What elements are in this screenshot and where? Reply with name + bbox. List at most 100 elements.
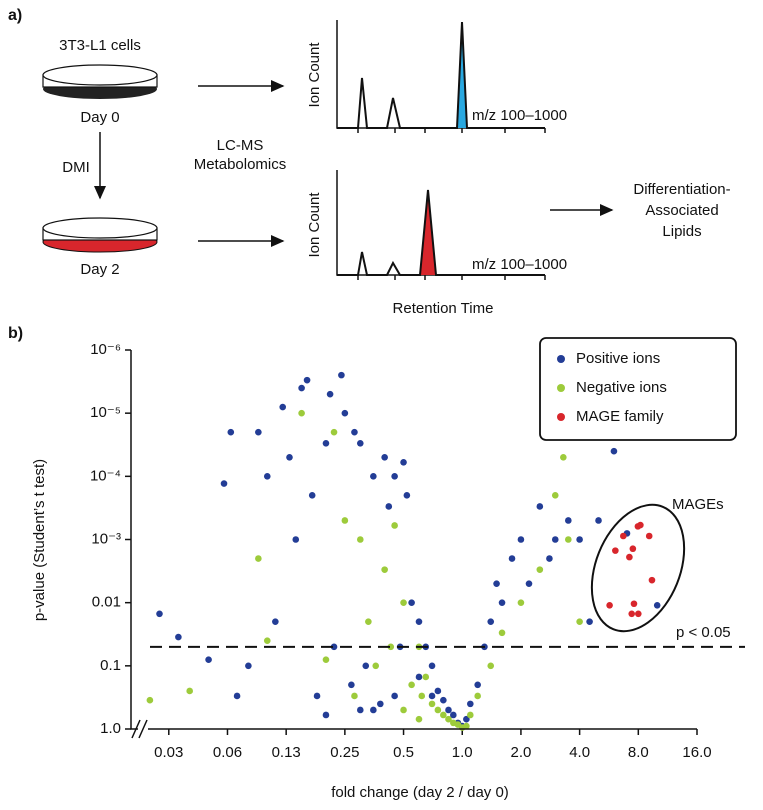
point (645, 532, 653, 540)
day2-label: Day 2 (80, 261, 119, 278)
point (576, 536, 583, 543)
point (498, 599, 506, 606)
point (434, 706, 442, 714)
point (391, 692, 398, 700)
point (428, 700, 436, 708)
point (263, 473, 271, 480)
legend: Positive ions Negative ions MAGE family (557, 350, 667, 425)
cells-label: 3T3-L1 cells (59, 37, 141, 54)
point (445, 715, 452, 723)
point (630, 600, 638, 608)
point (351, 692, 358, 700)
axis-label: Retention Time (393, 300, 494, 317)
point (387, 643, 395, 651)
point (245, 662, 252, 670)
y-tick-label: 10⁻⁴ (90, 467, 121, 484)
point (576, 618, 583, 625)
point (546, 555, 553, 562)
point (517, 599, 525, 606)
point (536, 503, 544, 510)
x-tick-label: 1.0 (452, 744, 473, 761)
treatment-label: DMI (62, 159, 90, 176)
x-tick-label: 0.25 (330, 744, 359, 761)
point (356, 536, 364, 543)
x-tick-label: 0.03 (154, 744, 183, 761)
point (487, 618, 495, 625)
point (263, 637, 271, 644)
point (391, 522, 398, 529)
point (385, 503, 393, 510)
point (551, 536, 559, 543)
point (272, 618, 279, 625)
axis-label: Ion Count (306, 192, 323, 258)
x-tick-label: 0.13 (272, 744, 301, 761)
point (428, 692, 436, 700)
point (428, 662, 436, 670)
point (298, 384, 305, 392)
point (463, 715, 470, 723)
point (595, 517, 602, 524)
point (341, 517, 349, 524)
point (286, 454, 293, 461)
point (612, 547, 619, 554)
point (629, 545, 637, 553)
point (351, 428, 358, 436)
point (400, 706, 407, 714)
chromatogram-day2 (336, 170, 546, 280)
point (586, 618, 593, 625)
point (536, 566, 544, 573)
point (308, 492, 316, 499)
panel-label: a) (8, 7, 22, 24)
point (292, 536, 300, 543)
point (565, 517, 572, 524)
point (434, 687, 442, 695)
point (498, 629, 506, 637)
axis-break (131, 719, 148, 739)
point (322, 656, 330, 664)
point (400, 599, 407, 606)
point (298, 409, 305, 417)
y-tick-label: 10⁻³ (91, 530, 121, 547)
legend-label: Negative ions (576, 379, 667, 396)
point (508, 555, 516, 562)
point (330, 643, 338, 651)
legend-box (539, 337, 737, 441)
point (370, 473, 377, 480)
point (445, 706, 452, 714)
point (493, 580, 500, 587)
threshold-label: p < 0.05 (676, 624, 731, 641)
point (255, 428, 262, 436)
x-tick-label: 0.5 (393, 744, 414, 761)
point (450, 711, 457, 719)
point (626, 553, 633, 561)
point (610, 447, 618, 455)
legend-swatch (557, 355, 565, 363)
point (220, 480, 228, 487)
mage-ellipse (590, 503, 686, 633)
point (370, 706, 377, 714)
point (467, 700, 474, 708)
point (560, 454, 567, 461)
point (565, 536, 572, 543)
mz-label: m/z 100–1000 (472, 256, 567, 273)
y-tick-label: 1.0 (100, 720, 121, 737)
point (628, 610, 636, 618)
point (525, 580, 533, 587)
x-axis-label: fold change (day 2 / day 0) (331, 784, 509, 801)
point (415, 673, 423, 681)
legend-label: MAGE family (576, 408, 664, 425)
point (365, 618, 372, 625)
point (156, 610, 163, 618)
x-tick-label: 2.0 (510, 744, 531, 761)
point (418, 692, 426, 700)
plot: 0.03 0.06 0.13 0.25 0.5 1.0 2.0 4.0 8.0 16.0 1.0 0.… (90, 341, 745, 761)
legend-swatch (557, 413, 565, 421)
mz-label: m/z 100–1000 (472, 107, 567, 124)
point (440, 711, 447, 719)
point (186, 687, 193, 695)
point (348, 681, 355, 689)
point (227, 428, 235, 436)
method-label: Metabolomics (194, 156, 287, 173)
result-label: Associated (645, 202, 718, 219)
point (463, 722, 470, 730)
